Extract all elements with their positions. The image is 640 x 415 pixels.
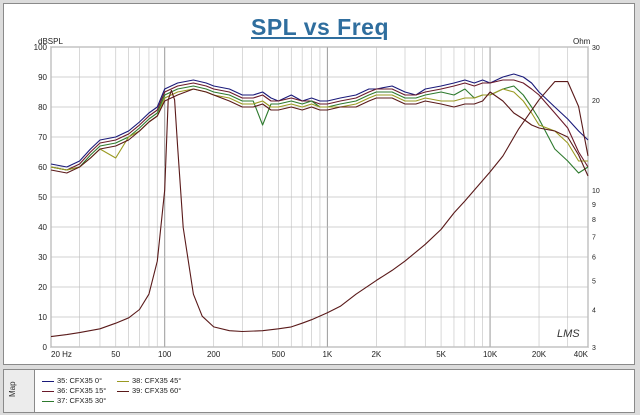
x-tick-label: 100 (158, 350, 172, 359)
x-tick-label: 20K (532, 350, 547, 359)
chart-title: SPL vs Freq (250, 14, 390, 40)
legend-item-label: 35: CFX35 0° (57, 376, 103, 385)
x-tick-label: 5K (436, 350, 446, 359)
y-right-tick-label: 8 (592, 217, 596, 224)
y-right-tick-label: 9 (592, 202, 596, 209)
y-right-tick-label: 5 (592, 278, 596, 285)
y-right-tick-label: 30 (592, 45, 600, 52)
y-left-tick-label: 80 (38, 103, 47, 112)
legend-swatch (117, 390, 129, 392)
ticks: 0 10 20 30 40 50 60 70 80 90 100 3 4 5 6 7 8 9 10 20 30 20 Hz… (34, 43, 600, 359)
legend-item: 36: CFX35 15° (42, 386, 106, 395)
legend-item-label: 36: CFX35 15° (57, 386, 107, 395)
x-tick-label: 2K (371, 350, 381, 359)
x-tick-label: 500 (272, 350, 286, 359)
y-right-tick-label: 10 (592, 188, 600, 195)
y-right-tick-label: 7 (592, 235, 596, 242)
y-left-tick-label: 0 (43, 343, 48, 352)
grid (50, 46, 589, 348)
legend-item-label: 38: CFX35 45° (132, 376, 182, 385)
x-tick-label: 50 (111, 350, 120, 359)
x-tick-label: 10K (483, 350, 498, 359)
legend-swatch (42, 390, 54, 392)
legend-swatch (117, 380, 129, 382)
legend-panel: Map 35: CFX35 0° 36: CFX35 15° 37: CFX35… (3, 369, 635, 413)
y-left-tick-label: 50 (38, 193, 47, 202)
map-tab[interactable]: Map (4, 370, 35, 412)
legend-item: 35: CFX35 0° (42, 376, 102, 385)
series-group (50, 73, 589, 338)
x-tick-label: 1K (322, 350, 332, 359)
y-right-tick-label: 20 (592, 98, 600, 105)
y-left-tick-label: 70 (38, 133, 47, 142)
y-left-tick-label: 40 (38, 223, 47, 232)
lms-watermark: LMS (557, 328, 580, 340)
spl-series-line (50, 73, 589, 168)
y-right-tick-label: 4 (592, 308, 596, 315)
spl-series-line (50, 88, 589, 177)
y-left-tick-label: 10 (38, 313, 47, 322)
legend-swatch (42, 380, 54, 382)
y-right-tick-label: 6 (592, 255, 596, 262)
legend-item: 37: CFX35 30° (42, 396, 106, 405)
y-right-tick-label: 3 (592, 345, 596, 352)
legend-swatch (42, 400, 54, 402)
x-tick-label: 200 (207, 350, 221, 359)
y-left-axis-label: dBSPL (38, 37, 63, 46)
spl-series-line (50, 79, 589, 171)
y-right-axis-label: Ohm (573, 37, 591, 46)
y-left-tick-label: 30 (38, 253, 47, 262)
y-left-tick-label: 60 (38, 163, 47, 172)
legend-item-label: 39: CFX35 60° (132, 386, 182, 395)
legend-item: 38: CFX35 45° (117, 376, 181, 385)
impedance-line (50, 81, 589, 338)
y-left-tick-label: 100 (34, 43, 48, 52)
y-left-tick-label: 90 (38, 73, 47, 82)
map-tab-label: Map (8, 381, 17, 397)
y-left-tick-label: 20 (38, 283, 47, 292)
x-tick-label: 20 Hz (51, 350, 72, 359)
x-tick-label: 40K (574, 350, 589, 359)
legend-item: 39: CFX35 60° (117, 386, 181, 395)
legend-item-label: 37: CFX35 30° (57, 396, 107, 405)
